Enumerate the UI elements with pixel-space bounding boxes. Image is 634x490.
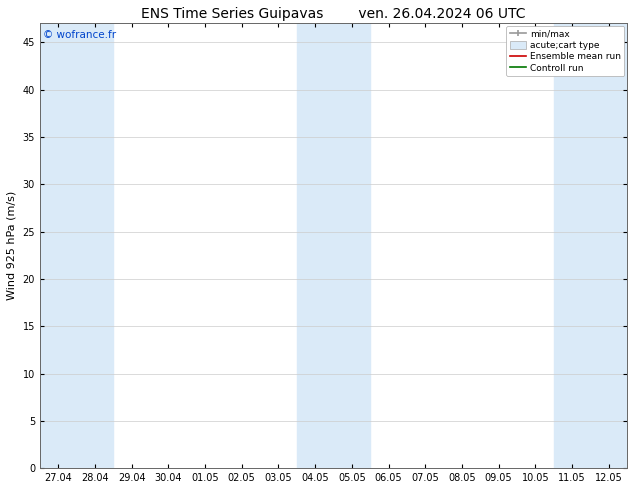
Y-axis label: Wind 925 hPa (m/s): Wind 925 hPa (m/s) [7, 191, 17, 300]
Bar [590, 24, 627, 468]
Bar [333, 24, 370, 468]
Title: ENS Time Series Guipavas        ven. 26.04.2024 06 UTC: ENS Time Series Guipavas ven. 26.04.2024… [141, 7, 526, 21]
Bar [77, 24, 113, 468]
Bar [40, 24, 77, 468]
Bar [553, 24, 590, 468]
Legend: min/max, acute;cart type, Ensemble mean run, Controll run: min/max, acute;cart type, Ensemble mean … [507, 26, 624, 76]
Text: © wofrance.fr: © wofrance.fr [43, 30, 116, 40]
Bar [297, 24, 333, 468]
